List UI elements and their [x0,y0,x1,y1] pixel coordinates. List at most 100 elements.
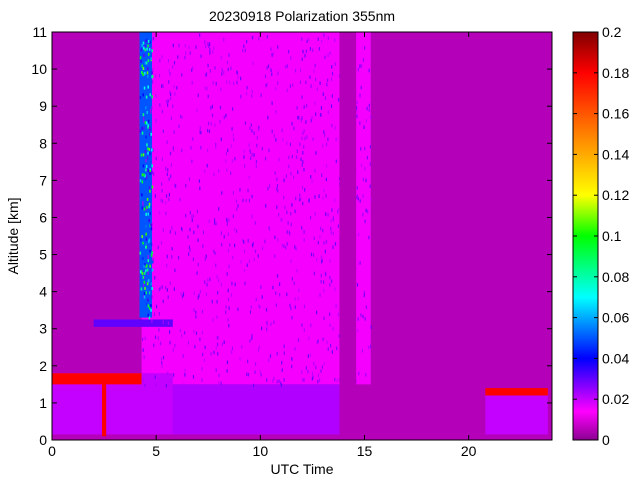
speckle-cell [225,113,227,118]
speckle-cell [268,184,271,188]
speckle-cell [291,276,293,281]
speckle-cell [167,59,170,63]
speckle-cell [197,262,199,267]
speckle-cell [146,71,149,75]
speckle-cell [204,280,206,284]
speckle-cell [303,238,305,242]
speckle-cell [277,189,279,193]
speckle-cell [148,291,151,295]
speckle-cell [249,126,251,131]
speckle-cell [146,175,148,180]
speckle-cell [317,373,320,378]
speckle-cell [330,230,332,235]
speckle-cell [246,39,248,44]
y-tick-label: 7 [39,172,47,188]
speckle-cell [301,136,303,141]
speckle-cell [239,357,241,361]
speckle-cell [207,94,209,99]
speckle-cell [161,109,163,114]
speckle-cell [202,352,204,357]
speckle-cell [255,164,257,169]
x-tick-label: 10 [253,443,269,459]
speckle-cell [227,248,230,253]
speckle-cell [235,199,238,204]
speckle-cell [144,61,147,65]
speckle-cell [288,155,290,160]
speckle-cell [145,164,148,168]
speckle-cell [326,340,328,345]
speckle-cell [147,125,149,129]
speckle-cell [315,112,317,116]
speckle-cell [337,210,339,214]
speckle-cell [215,368,217,372]
speckle-cell [272,52,274,56]
speckle-cell [249,339,251,343]
speckle-cell [242,48,244,53]
speckle-cell [288,164,290,169]
speckle-cell [293,126,295,131]
no-data-gap [339,32,357,440]
speckle-cell [142,200,144,205]
speckle-cell [334,377,336,382]
speckle-cell [254,249,257,254]
speckle-cell [149,132,151,137]
speckle-cell [151,319,153,323]
speckle-cell [174,231,176,235]
speckle-cell [286,64,288,68]
speckle-cell [195,315,197,319]
speckle-cell [147,75,149,79]
speckle-cell [218,207,220,211]
speckle-cell [281,360,283,365]
speckle-cell [210,352,212,356]
speckle-cell [193,291,195,295]
speckle-cell [231,346,234,351]
speckle-cell [140,270,143,274]
speckle-cell [243,155,245,159]
speckle-cell [245,198,247,203]
speckle-cell [226,360,229,365]
speckle-cell [197,238,199,243]
speckle-cell [301,57,303,62]
speckle-cell [257,254,259,258]
speckle-cell [285,245,287,250]
speckle-cell [200,54,202,58]
speckle-cell [306,103,308,108]
speckle-cell [139,196,142,200]
speckle-cell [245,91,248,96]
speckle-cell [359,93,361,98]
speckle-cell [192,214,195,218]
speckle-cell [337,312,340,317]
speckle-cell [252,35,254,40]
speckle-cell [237,307,239,312]
speckle-cell [140,238,142,242]
speckle-cell [190,146,192,150]
speckle-cell [329,323,331,328]
colorbar-ticks: 0 0.02 0.04 0.06 0.08 0.1 0.12 0.14 0.16 0.18 0.2 [573,24,629,448]
speckle-cell [272,379,274,383]
speckle-cell [275,87,277,91]
speckle-cell [232,255,234,260]
speckle-cell [301,323,303,327]
speckle-cell [265,204,267,208]
speckle-cell [214,123,216,127]
speckle-cell [261,295,263,299]
speckle-cell [165,166,167,171]
speckle-cell [225,305,227,309]
speckle-cell [143,271,146,275]
speckle-cell [330,219,332,223]
speckle-cell [234,282,236,287]
speckle-cell [145,245,148,249]
speckle-cell [159,58,161,63]
speckle-cell [157,336,159,340]
speckle-cell [370,197,372,201]
speckle-cell [218,373,220,378]
speckle-cell [231,127,233,131]
speckle-cell [208,44,210,48]
speckle-cell [264,239,266,244]
speckle-cell [161,285,163,289]
speckle-cell [320,273,322,278]
speckle-cell [241,345,243,349]
speckle-cell [140,287,143,291]
speckle-cell [360,313,362,317]
speckle-cell [148,219,150,223]
